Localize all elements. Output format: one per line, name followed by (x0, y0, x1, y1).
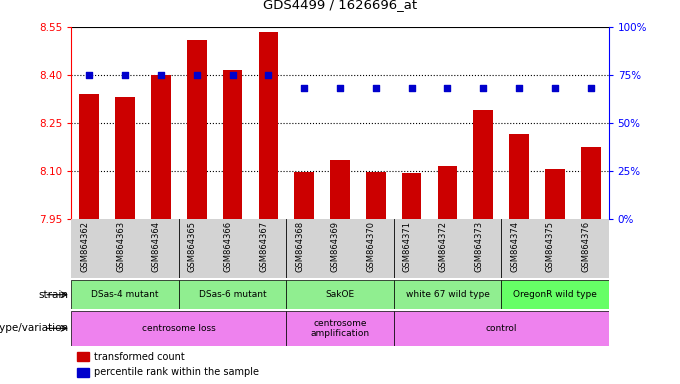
Bar (473, 110, 493, 219)
Bar (509, 134, 529, 219)
Text: GSM864373: GSM864373 (474, 221, 483, 272)
Bar (187, 40, 207, 219)
Text: percentile rank within the sample: percentile rank within the sample (94, 367, 259, 377)
Point (299, 85, 309, 91)
Bar (223, 70, 242, 219)
Point (478, 85, 489, 91)
Text: strain: strain (38, 290, 68, 300)
Text: GSM864362: GSM864362 (80, 221, 89, 271)
Point (227, 72, 238, 78)
Text: GSM864371: GSM864371 (403, 221, 411, 271)
Bar (116, 97, 135, 219)
Point (549, 85, 560, 91)
Point (513, 85, 524, 91)
Point (335, 85, 345, 91)
Bar (286, 280, 394, 309)
Text: GSM864368: GSM864368 (295, 221, 304, 272)
Text: transformed count: transformed count (94, 352, 185, 362)
Text: GSM864363: GSM864363 (116, 221, 125, 272)
Text: GSM864372: GSM864372 (439, 221, 447, 271)
Text: GSM864375: GSM864375 (546, 221, 555, 271)
Text: GSM864376: GSM864376 (581, 221, 591, 272)
Point (156, 72, 167, 78)
Bar (151, 75, 171, 219)
Text: centrosome
amplification: centrosome amplification (311, 319, 369, 338)
Bar (286, 311, 394, 346)
Bar (366, 172, 386, 219)
Text: centrosome loss: centrosome loss (142, 324, 216, 333)
Bar (501, 280, 609, 309)
Text: GSM864369: GSM864369 (331, 221, 340, 271)
Text: GSM864367: GSM864367 (259, 221, 269, 272)
Bar (294, 172, 314, 219)
Bar (330, 160, 350, 219)
Text: SakOE: SakOE (326, 290, 354, 299)
Bar (71, 311, 286, 346)
Bar (394, 280, 501, 309)
Bar (77, 368, 88, 377)
Bar (438, 166, 457, 219)
Text: DSas-4 mutant: DSas-4 mutant (91, 290, 159, 299)
Point (263, 72, 274, 78)
Point (406, 85, 417, 91)
Bar (581, 147, 600, 219)
Point (120, 72, 131, 78)
Text: genotype/variation: genotype/variation (0, 323, 68, 333)
Bar (402, 173, 422, 219)
Bar (179, 280, 286, 309)
Bar (80, 94, 99, 219)
Point (585, 85, 596, 91)
Text: OregonR wild type: OregonR wild type (513, 290, 597, 299)
Text: white 67 wild type: white 67 wild type (405, 290, 490, 299)
Text: control: control (486, 324, 517, 333)
Text: DSas-6 mutant: DSas-6 mutant (199, 290, 267, 299)
Text: GSM864366: GSM864366 (224, 221, 233, 272)
Point (371, 85, 381, 91)
Bar (545, 169, 564, 219)
Point (84, 72, 95, 78)
Bar (258, 32, 278, 219)
Text: GSM864365: GSM864365 (188, 221, 197, 271)
Text: GSM864364: GSM864364 (152, 221, 161, 271)
Text: GSM864374: GSM864374 (510, 221, 519, 271)
Text: GSM864370: GSM864370 (367, 221, 376, 271)
Bar (77, 352, 88, 361)
Point (442, 85, 453, 91)
Point (191, 72, 202, 78)
Bar (71, 280, 179, 309)
Bar (394, 311, 609, 346)
Text: GDS4499 / 1626696_at: GDS4499 / 1626696_at (263, 0, 417, 12)
